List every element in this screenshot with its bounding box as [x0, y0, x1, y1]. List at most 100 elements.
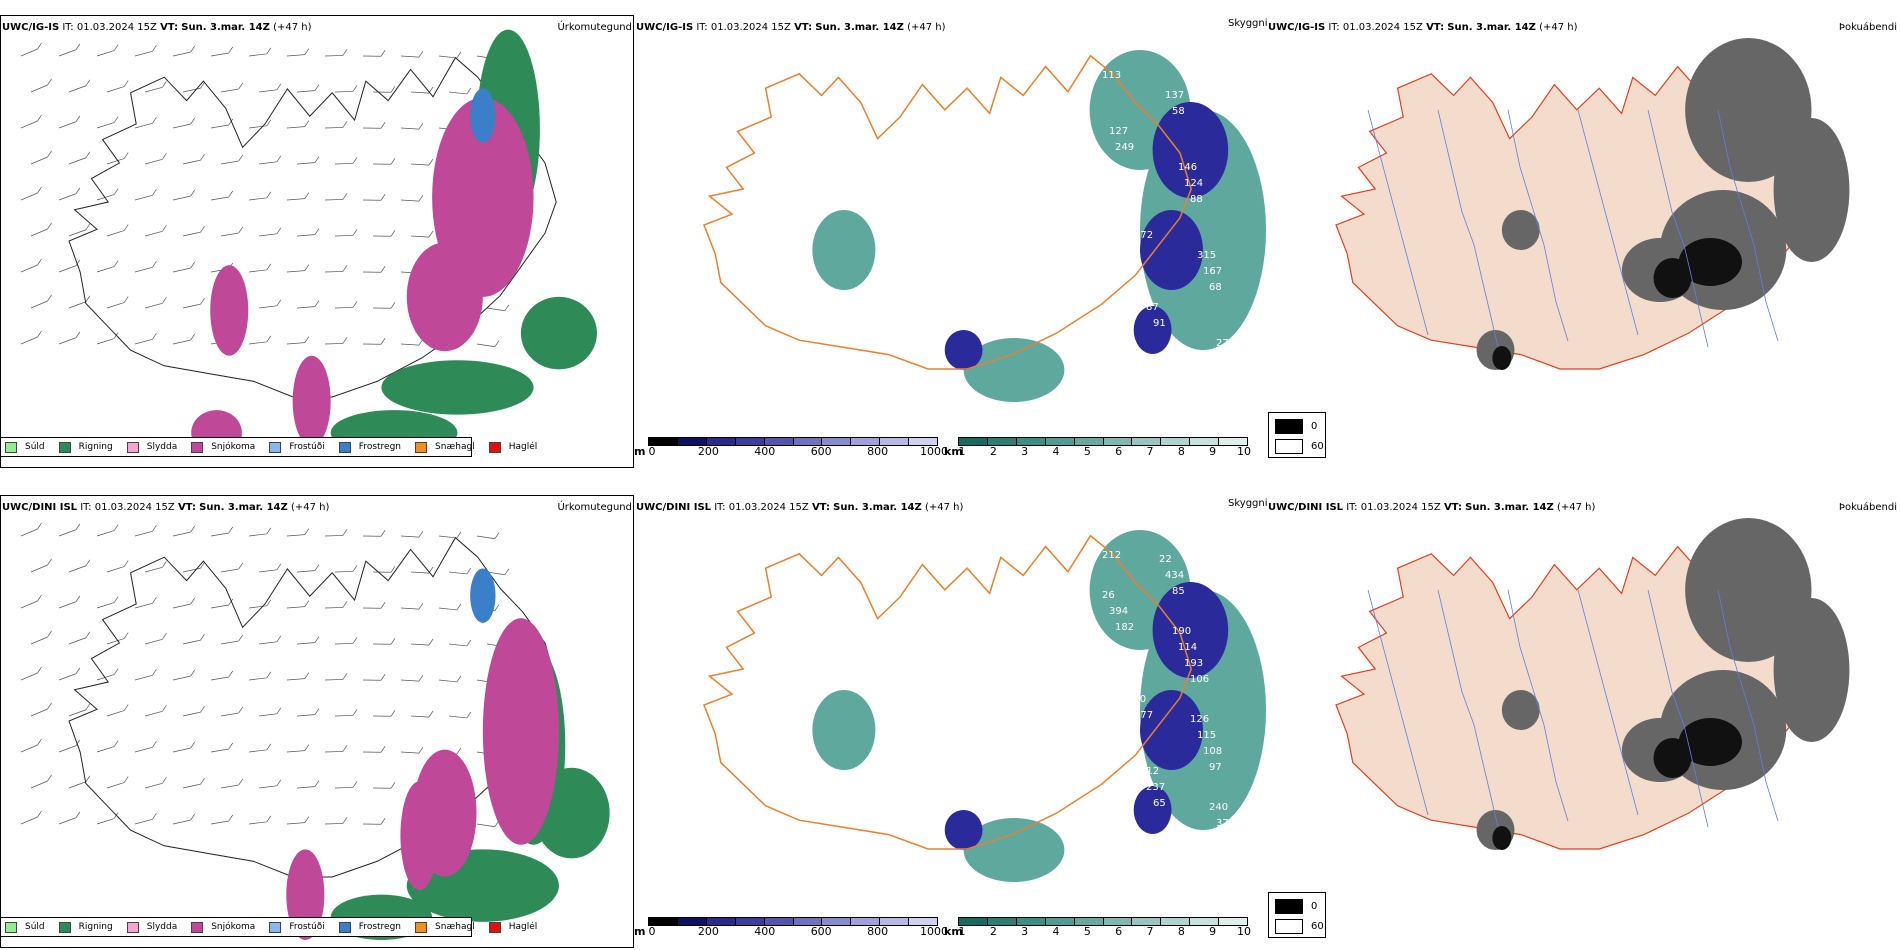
- colorbar-cell: [1074, 438, 1104, 445]
- colorbar-cell: [677, 918, 707, 925]
- wind-barb: [96, 266, 115, 273]
- wind-barb: [106, 566, 125, 573]
- wind-barb: [30, 564, 48, 573]
- wind-barb-flag: [37, 330, 42, 338]
- wind-barb: [286, 270, 305, 273]
- colorbar-cell: [1219, 918, 1248, 925]
- legend-label: Frostregn: [358, 442, 402, 452]
- ceiling-value-label: 193: [1184, 658, 1203, 669]
- low-ceiling-area: [1152, 582, 1229, 678]
- wind-barb: [248, 533, 267, 537]
- legend-label: Súld: [25, 442, 45, 452]
- wind-barb-flag: [456, 603, 462, 611]
- colorbar-cell: [1161, 438, 1191, 445]
- ceiling-value-label: 146: [1178, 162, 1197, 173]
- ceiling-value-label: 22: [1159, 554, 1172, 565]
- wind-barb-flag: [113, 44, 119, 51]
- wind-barb-flag: [200, 561, 205, 569]
- wind-barb-flag: [75, 43, 81, 50]
- wind-barb: [172, 675, 191, 681]
- colorbar-strip: [958, 437, 1248, 446]
- wind-barb-flag: [418, 674, 424, 682]
- wind-barb-flag: [152, 261, 157, 268]
- fog-legend: 0 60: [1268, 892, 1326, 938]
- wind-barb-flag: [37, 666, 42, 674]
- wind-barb-flag: [85, 151, 91, 158]
- wind-barb-flag: [190, 261, 195, 269]
- wind-barb-flag: [390, 158, 396, 165]
- wind-barb: [58, 601, 77, 609]
- dense-fog-area: [1678, 718, 1742, 766]
- colorbar-cell: [822, 918, 852, 925]
- it-value: 01.03.2024 15Z: [94, 502, 175, 513]
- dense-fog-area: [1653, 258, 1692, 298]
- wind-barb-flag: [47, 222, 52, 230]
- fog-legend-value: 60: [1311, 921, 1324, 932]
- fog-area: [1773, 118, 1850, 262]
- wind-barb-flag: [123, 560, 129, 567]
- wind-barb: [106, 158, 125, 165]
- wind-barb: [30, 708, 48, 717]
- wind-barb-flag: [352, 781, 358, 788]
- it-value: 01.03.2024 15Z: [728, 502, 809, 513]
- snow-area: [210, 265, 249, 356]
- wind-barb: [144, 87, 163, 93]
- colorbar-cell: [880, 438, 910, 445]
- colorbar-tick: 8: [1177, 925, 1185, 938]
- wind-barb: [58, 121, 77, 129]
- wind-barb-flag: [162, 777, 167, 784]
- wind-barb: [106, 86, 125, 93]
- wind-barb: [134, 747, 153, 753]
- wind-barb: [106, 710, 125, 717]
- wind-barb: [30, 300, 48, 309]
- wind-barb-flag: [380, 818, 386, 825]
- wind-barb: [134, 675, 153, 681]
- colorbar-cell: [909, 918, 938, 925]
- wind-barb-flag: [75, 667, 81, 674]
- wind-barb: [248, 269, 267, 273]
- precip-legend-item: Snæhagl: [415, 921, 475, 933]
- wind-barb: [286, 54, 305, 57]
- wind-barb-flag: [162, 561, 167, 568]
- it-value: 01.03.2024 15Z: [710, 22, 791, 33]
- precip-legend-item: Haglél: [488, 441, 537, 453]
- wind-barb-flag: [352, 229, 358, 236]
- wind-barb-flag: [380, 338, 386, 345]
- legend-label: Rigning: [78, 922, 113, 932]
- precip-legend-item: Súld: [5, 441, 45, 453]
- fog-area: [1501, 690, 1540, 730]
- wind-barb-flag: [380, 602, 386, 609]
- ceiling-value-label: 116: [1121, 678, 1140, 689]
- fog-legend-value: 0: [1311, 901, 1318, 912]
- wind-barb: [258, 569, 277, 573]
- wind-barb-flag: [342, 601, 348, 608]
- colorbar-tick: 8: [1177, 445, 1185, 458]
- ceiling-value-label: 85: [1172, 586, 1185, 597]
- wind-barb-flag: [352, 301, 358, 308]
- legend-swatch: [5, 921, 17, 933]
- wind-barb: [220, 568, 239, 573]
- legend-swatch: [415, 441, 428, 453]
- wind-barb-flag: [380, 266, 386, 273]
- fog-area: [1685, 518, 1812, 662]
- model-name: UWC/IG-IS: [2, 22, 60, 33]
- wind-barb-flag: [228, 742, 234, 750]
- snow-area: [292, 355, 331, 447]
- wind-barb: [68, 781, 87, 789]
- wind-barb: [296, 90, 315, 93]
- wind-barb-flag: [276, 635, 282, 642]
- wind-barb: [448, 715, 467, 719]
- precip-legend-item: Frostregn: [338, 441, 402, 453]
- colorbar-tick: 5: [1083, 445, 1091, 458]
- legend-swatch: [58, 921, 71, 933]
- precip-legend-item: Frostregn: [338, 921, 401, 933]
- wind-barb-flag: [428, 230, 434, 238]
- wind-barb-flag: [228, 526, 234, 534]
- wind-barb: [258, 233, 277, 237]
- wind-barb-flag: [238, 226, 244, 234]
- model-name: UWC/IG-IS: [1268, 22, 1326, 33]
- wind-barb: [286, 126, 305, 129]
- wind-barb: [210, 52, 229, 57]
- wind-barb-flag: [113, 668, 119, 675]
- precip-legend-item: Rigning: [58, 921, 113, 933]
